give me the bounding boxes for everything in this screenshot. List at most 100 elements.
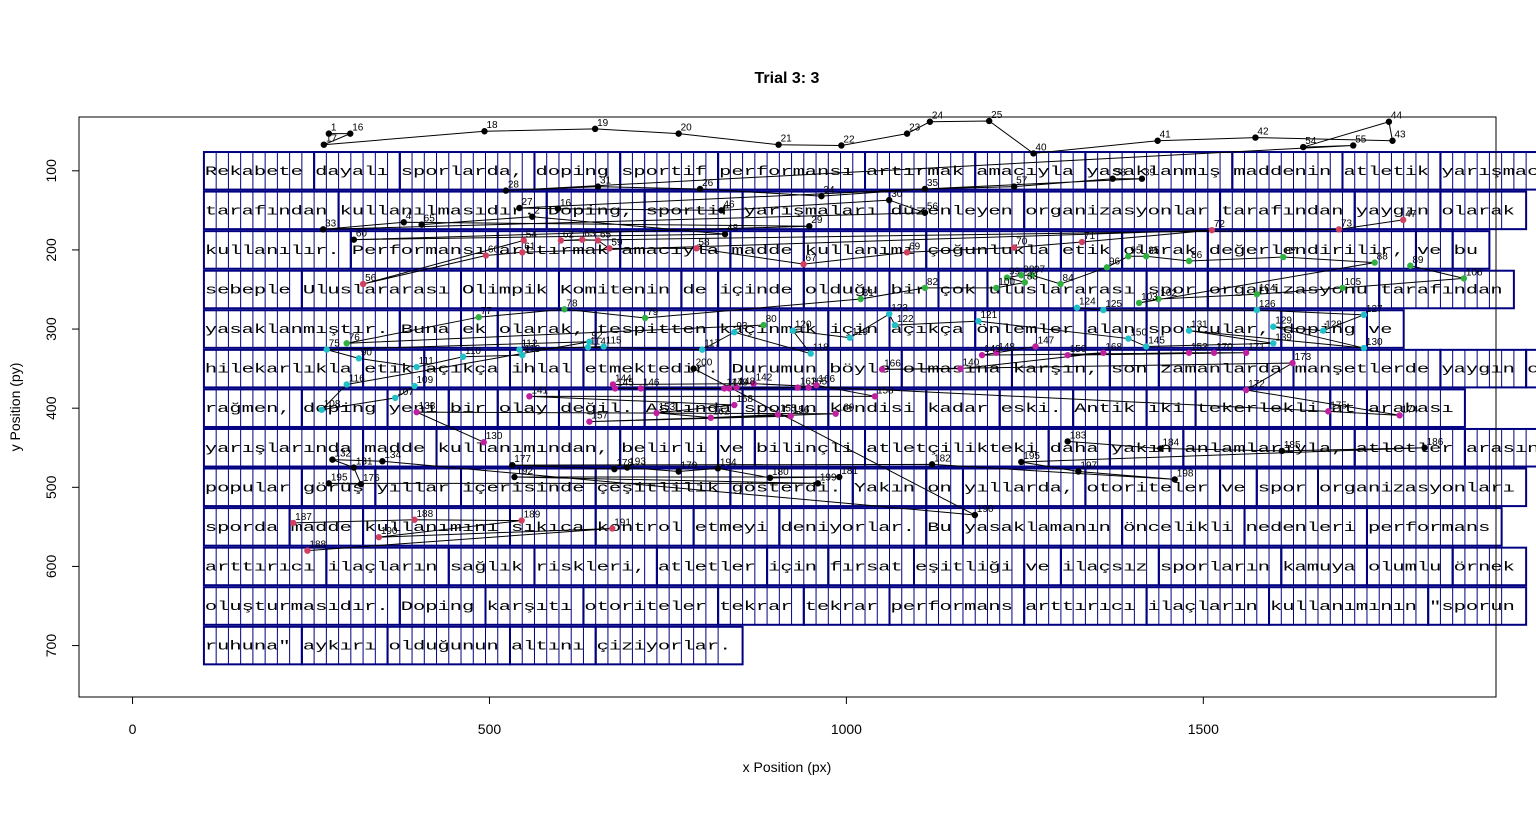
fixation-point bbox=[871, 393, 879, 400]
fixation-point bbox=[350, 236, 358, 243]
y-tick-label: 400 bbox=[43, 396, 59, 420]
fixation-point bbox=[1421, 444, 1428, 451]
y-tick-label: 300 bbox=[43, 317, 59, 341]
text-line: sebeple Uluslararası Olimpik Komitenin d… bbox=[205, 282, 1503, 297]
fixation-label: 25 bbox=[991, 110, 1003, 121]
fixation-point bbox=[1360, 344, 1368, 352]
fixation-label: 86 bbox=[1191, 250, 1203, 261]
fixation-label: 163 bbox=[800, 377, 817, 388]
fixation-point bbox=[1154, 137, 1161, 144]
fixation-point bbox=[347, 130, 354, 137]
fixation-label: 194 bbox=[720, 457, 737, 468]
fixation-label: 102 bbox=[1160, 288, 1177, 299]
fixation-point bbox=[1125, 335, 1132, 342]
fixation-point bbox=[1280, 253, 1287, 261]
fixation-label: 149 bbox=[731, 377, 748, 388]
fixation-label: 130 bbox=[486, 431, 503, 442]
fixation-point bbox=[1185, 327, 1193, 334]
fixation-label: 176 bbox=[363, 473, 380, 484]
fixation-label: 89 bbox=[1412, 255, 1424, 266]
fixation-point bbox=[1138, 175, 1146, 182]
fixation-point bbox=[1018, 272, 1025, 279]
fixation-label: 18 bbox=[486, 120, 498, 131]
scanpath-line bbox=[328, 368, 1425, 516]
text-line: oluşturmasıdır. Doping karşıtı otoritele… bbox=[205, 599, 1515, 614]
fixation-label: 82 bbox=[927, 277, 939, 288]
fixation-label: 42 bbox=[1257, 127, 1269, 138]
fixation-label: 192 bbox=[516, 466, 533, 477]
fixation-point bbox=[707, 414, 714, 421]
fixation-point bbox=[993, 284, 1000, 292]
fixation-point bbox=[606, 245, 613, 252]
fixation-label: 56 bbox=[365, 273, 377, 284]
fixation-label: 170 bbox=[1216, 342, 1233, 353]
fixation-label: 84 bbox=[1063, 273, 1075, 284]
fixation-point bbox=[519, 249, 526, 256]
fixation-point bbox=[903, 130, 911, 137]
fixation-label: 88 bbox=[1377, 252, 1389, 263]
x-axis-label: x Position (px) bbox=[743, 759, 832, 775]
fixation-label: 187 bbox=[295, 512, 312, 523]
text-line: popular görüş yıllar içerisinde çeşitlil… bbox=[205, 480, 1515, 495]
fixation-label: 145 bbox=[1148, 335, 1165, 346]
fixation-label: 70 bbox=[1016, 237, 1028, 248]
fixation-point bbox=[1460, 275, 1468, 282]
fixation-point bbox=[411, 382, 418, 390]
fixation-label: 92 bbox=[591, 331, 603, 342]
fixation-point bbox=[1242, 349, 1250, 356]
fixation-label: 23 bbox=[909, 123, 921, 134]
fixation-point bbox=[413, 408, 420, 416]
fixation-label: 117 bbox=[704, 339, 720, 350]
fixation-label: 41 bbox=[1160, 130, 1172, 141]
x-axis: 0 500 1000 1500 bbox=[129, 696, 1219, 737]
fixation-label: 165 bbox=[811, 377, 828, 388]
fixation-label: 157 bbox=[591, 411, 608, 422]
fixation-label: 22 bbox=[843, 134, 855, 145]
fixation-point bbox=[675, 468, 682, 475]
fixation-point bbox=[1073, 304, 1081, 311]
fixation-label: 39 bbox=[1144, 168, 1156, 179]
fixation-label: 112 bbox=[521, 339, 537, 350]
fixation-label: 108 bbox=[324, 399, 341, 410]
fixation-label: 67 bbox=[806, 253, 818, 264]
fixation-label: 20 bbox=[681, 123, 693, 134]
fixation-point bbox=[1399, 216, 1407, 224]
fixation-label: 103 bbox=[1141, 292, 1158, 303]
fixation-label: 1 bbox=[331, 123, 337, 134]
fixation-label: 107 bbox=[397, 387, 414, 398]
fixation-label: 24 bbox=[932, 111, 944, 122]
fixation-point bbox=[600, 343, 607, 350]
fixation-point bbox=[1155, 295, 1162, 303]
fixation-point bbox=[418, 221, 425, 228]
fixation-point bbox=[1064, 438, 1071, 445]
fixation-point bbox=[1143, 343, 1150, 350]
fixation-label: 29 bbox=[811, 215, 823, 226]
fixation-point bbox=[557, 237, 565, 244]
fixation-point bbox=[481, 128, 488, 135]
fixation-point bbox=[1003, 274, 1011, 281]
fixation-point bbox=[1057, 280, 1064, 288]
fixation-point bbox=[921, 185, 929, 193]
fixation-point bbox=[1278, 447, 1286, 455]
fixation-label: 124 bbox=[1079, 297, 1096, 308]
fixation-label: 150 bbox=[1130, 328, 1147, 339]
fixation-point bbox=[1252, 134, 1259, 141]
fixation-label: 200 bbox=[696, 358, 713, 369]
fixation-label: 131 bbox=[1191, 320, 1208, 331]
fixation-label: 168 bbox=[736, 394, 753, 405]
fixation-point bbox=[343, 381, 350, 388]
fixation-point bbox=[891, 321, 899, 329]
fixation-label: 114 bbox=[590, 336, 606, 347]
fixation-point bbox=[641, 314, 649, 322]
x-tick-label: 500 bbox=[478, 721, 502, 737]
fixation-point bbox=[721, 385, 728, 392]
fixation-point bbox=[379, 458, 386, 465]
fixation-label: 56 bbox=[927, 202, 939, 213]
fixation-point bbox=[675, 130, 682, 137]
fixation-point bbox=[511, 473, 518, 481]
fixation-point bbox=[698, 346, 706, 353]
fixation-point bbox=[813, 382, 820, 389]
fixation-point bbox=[805, 384, 812, 391]
fixation-label: 190 bbox=[381, 526, 398, 537]
